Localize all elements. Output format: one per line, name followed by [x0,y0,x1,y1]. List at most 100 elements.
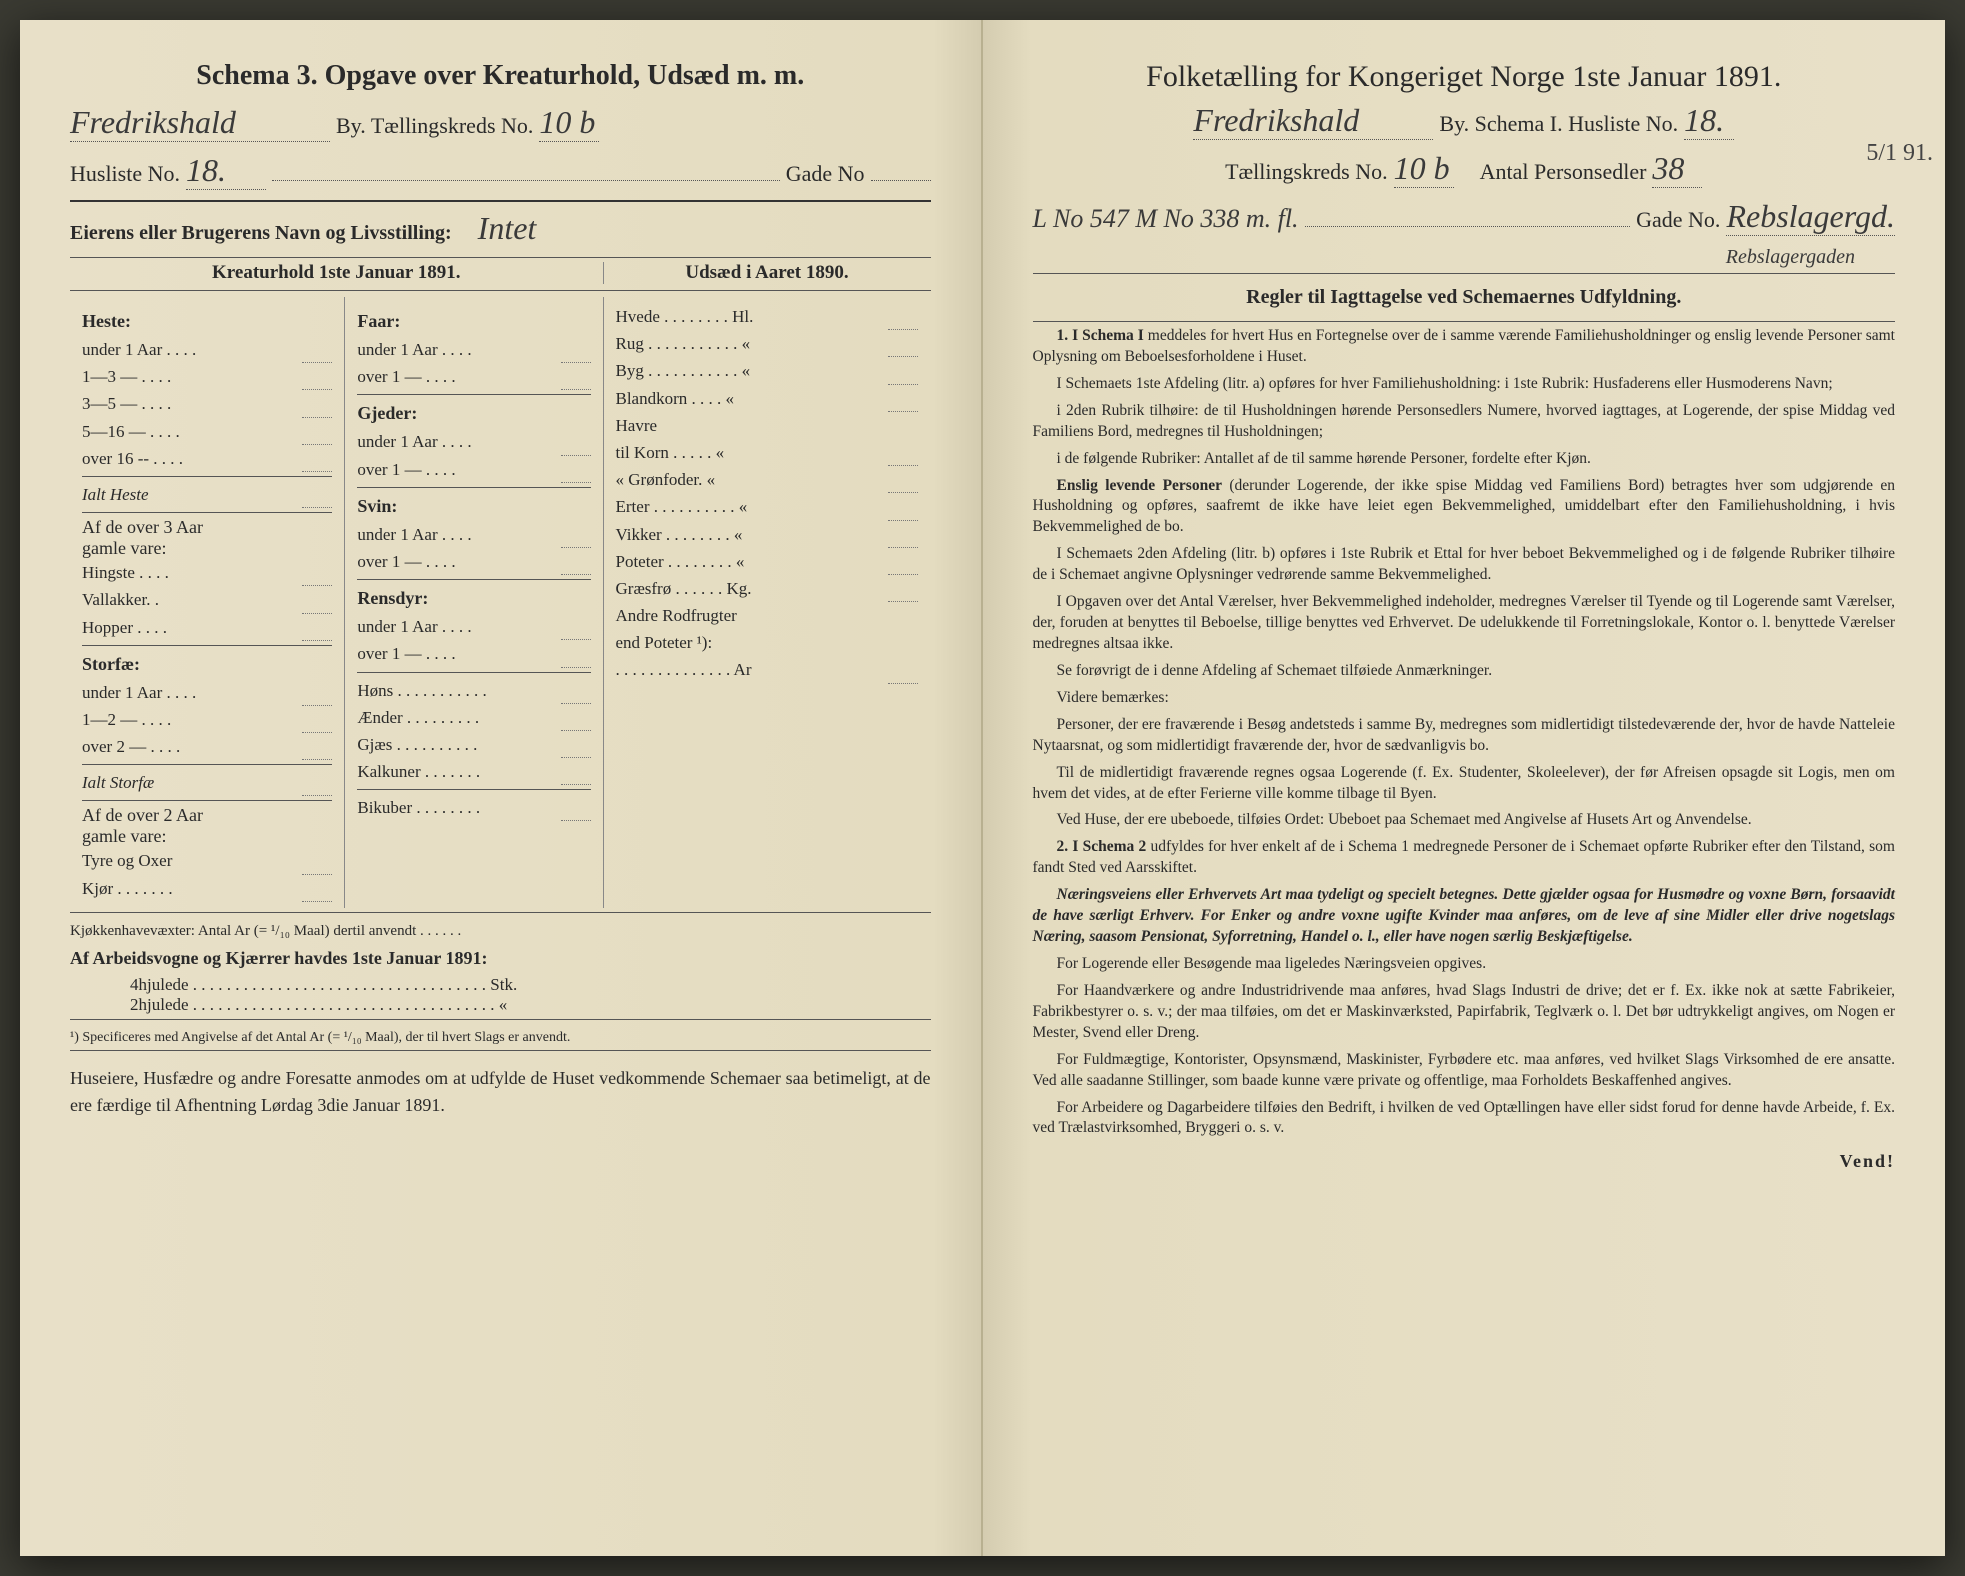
husliste-no: 18. [186,152,266,190]
husliste-label: Husliste No. [70,161,180,187]
closing-paragraph: Huseiere, Husfædre og andre Foresatte an… [70,1065,931,1119]
rule-paragraph: For Fuldmægtige, Kontorister, Opsynsmænd… [1033,1050,1896,1092]
tkreds-no: 10 b [539,104,599,142]
gjeder-row: over 1 — . . . . [357,456,590,483]
city-handwritten-right: Fredrikshald [1193,102,1433,140]
rensdyr-row: over 1 — . . . . [357,640,590,667]
rule-paragraph: Til de midlertidigt fraværende regnes og… [1033,763,1896,805]
rule-paragraph: For Haandværkere og andre Industridriven… [1033,981,1896,1044]
svin-row: under 1 Aar . . . . [357,521,590,548]
rule-paragraph: i de følgende Rubriker: Antallet af de t… [1033,449,1896,470]
rules-body: 1. I Schema I meddeles for hvert Hus en … [1033,326,1896,1139]
storfae-row: over 2 — . . . . [82,733,332,760]
udsaed-row: . . . . . . . . . . . . . . Ar [616,656,919,683]
heste-heading: Heste: [82,311,332,332]
gade-label: Gade No [786,161,865,187]
kreatur-col2: Faar: under 1 Aar . . . . over 1 — . . .… [345,297,603,908]
rule-paragraph: Ved Huse, der ere ubeboede, tilføies Ord… [1033,810,1896,831]
udsaed-row: til Korn . . . . . « [616,439,919,466]
aender-row: Ænder . . . . . . . . . [357,704,590,731]
antal-val: 38 [1652,150,1702,188]
udsaed-row: Hvede . . . . . . . . Hl. [616,303,919,330]
by-schema-label: By. Schema I. Husliste No. [1439,111,1678,137]
col-head-udsaed: Udsæd i Aaret 1890. [604,262,931,284]
udsaed-row: « Grønfoder. « [616,466,919,493]
heste-row: 5—16 — . . . . [82,418,332,445]
owner-handwritten: Intet [478,210,537,247]
udsaed-row: Erter . . . . . . . . . . « [616,493,919,520]
udsaed-row: Rug . . . . . . . . . . . « [616,330,919,357]
udsaed-row: Havre [616,412,919,439]
rule-paragraph: I Schemaets 2den Afdeling (litr. b) opfø… [1033,544,1896,586]
af-over3: Af de over 3 Aar [82,517,332,538]
heste-row: 3—5 — . . . . [82,390,332,417]
udsaed-row: Blandkorn . . . . « [616,385,919,412]
gade-handwritten: Rebslagergd. [1726,198,1895,236]
udsaed-row: Vikker . . . . . . . . « [616,521,919,548]
rule-paragraph: 2. I Schema 2 udfyldes for hver enkelt a… [1033,837,1896,879]
gamle-vare2: gamle vare: [82,826,332,847]
gade-sub-line: Rebslagergaden [1033,246,1856,269]
lno-line: L No 547 M No 338 m. fl. Gade No. Rebsla… [1033,198,1896,236]
column-headers: Kreaturhold 1ste Januar 1891. Udsæd i Aa… [70,262,931,291]
city-handwritten: Fredrikshald [70,104,330,142]
rule-paragraph: I Opgaven over det Antal Værelser, hver … [1033,592,1896,655]
af-over2: Af de over 2 Aar [82,805,332,826]
rule-paragraph: For Arbeidere og Dagarbeidere tilføies d… [1033,1098,1896,1140]
vallakker-row: Vallakker. . [82,586,332,613]
udsaed-col: Hvede . . . . . . . . Hl. Rug . . . . . … [604,297,931,908]
rensdyr-heading: Rensdyr: [357,588,590,609]
city-line: Fredrikshald By. Tællingskreds No. 10 b [70,104,931,142]
hjul4-line: 4hjulede . . . . . . . . . . . . . . . .… [130,975,931,995]
udsaed-row: Andre Rodfrugter [616,602,919,629]
udsaed-row: Byg . . . . . . . . . . . « [616,357,919,384]
udsaed-row: end Poteter ¹): [616,629,919,656]
hopper-row: Hopper . . . . [82,614,332,641]
rule-paragraph: Se forøvrigt de i denne Afdeling af Sche… [1033,661,1896,682]
rule-paragraph: Personer, der ere fraværende i Besøg and… [1033,715,1896,757]
ialt-heste: Ialt Heste [82,481,332,508]
svin-row: over 1 — . . . . [357,548,590,575]
udsaed-row: Græsfrø . . . . . . Kg. [616,575,919,602]
gjeder-row: under 1 Aar . . . . [357,428,590,455]
footnote-1: ¹) Specificeres med Angivelse af det Ant… [70,1030,931,1046]
tkreds-label: Tællingskreds No. [1225,159,1388,185]
kreatur-grid: Heste: under 1 Aar . . . . 1—3 — . . . .… [70,297,931,908]
rule-paragraph: Enslig levende Personer (derunder Logere… [1033,476,1896,539]
col-head-kreatur: Kreaturhold 1ste Januar 1891. [70,262,604,284]
gade-label-right: Gade No. [1636,207,1720,233]
margin-date: 5/1 91. [1866,140,1933,167]
census-title: Folketælling for Kongeriget Norge 1ste J… [1033,60,1896,94]
gamle-vare: gamle vare: [82,538,332,559]
rensdyr-row: under 1 Aar . . . . [357,613,590,640]
storfae-row: 1—2 — . . . . [82,706,332,733]
antal-label: Antal Personsedler [1480,159,1647,185]
rule-paragraph: i 2den Rubrik tilhøire: de til Husholdni… [1033,401,1896,443]
udsaed-row: Poteter . . . . . . . . « [616,548,919,575]
kreatur-col1: Heste: under 1 Aar . . . . 1—3 — . . . .… [70,297,345,908]
owner-line: Eierens eller Brugerens Navn og Livsstil… [70,210,931,247]
arbeidsvogne-label: Af Arbeidsvogne og Kjærrer havdes 1ste J… [70,948,931,969]
vend-label: Vend! [1033,1151,1896,1172]
rule-paragraph: Videre bemærkes: [1033,688,1896,709]
kalkuner-row: Kalkuner . . . . . . . [357,758,590,785]
tkreds-line: Tællingskreds No. 10 b Antal Personsedle… [1033,150,1896,188]
kjor-row: Kjør . . . . . . . [82,875,332,902]
svin-heading: Svin: [357,496,590,517]
husliste-line: Husliste No. 18. Gade No [70,152,931,190]
heste-row: under 1 Aar . . . . [82,336,332,363]
hingste-row: Hingste . . . . [82,559,332,586]
faar-heading: Faar: [357,311,590,332]
faar-row: under 1 Aar . . . . [357,336,590,363]
left-page: Schema 3. Opgave over Kreaturhold, Udsæd… [20,20,983,1556]
bikuber-row: Bikuber . . . . . . . . [357,794,590,821]
heste-row: over 16 -- . . . . [82,445,332,472]
storfae-heading: Storfæ: [82,654,332,675]
right-page: 5/1 91. Folketælling for Kongeriget Norg… [983,20,1946,1556]
tkreds-no-right: 10 b [1394,150,1454,188]
ialt-storfae: Ialt Storfæ [82,769,332,796]
gjaes-row: Gjæs . . . . . . . . . . [357,731,590,758]
city-line-right: Fredrikshald By. Schema I. Husliste No. … [1033,102,1896,140]
schema3-title: Schema 3. Opgave over Kreaturhold, Udsæd… [70,60,931,92]
faar-row: over 1 — . . . . [357,363,590,390]
